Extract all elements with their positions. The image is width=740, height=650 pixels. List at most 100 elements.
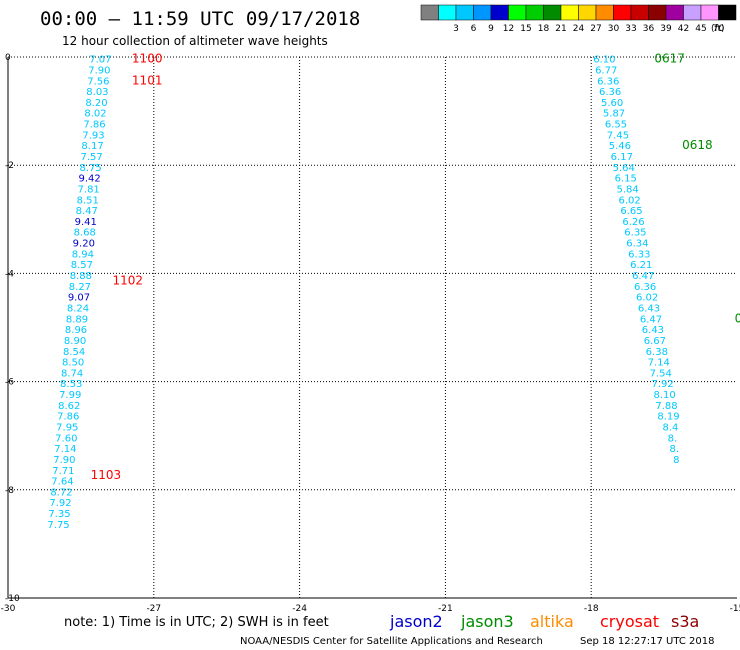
swh-value: 5.64 <box>613 163 635 174</box>
swh-value: 6.33 <box>628 249 650 260</box>
legend-label: 21 <box>555 24 566 34</box>
footer-note: note: 1) Time is in UTC; 2) SWH is in fe… <box>64 615 329 630</box>
swh-value: 6.15 <box>615 174 637 185</box>
legend-swatch <box>578 4 597 21</box>
legend-label: 3 <box>453 24 459 34</box>
legend-swatch <box>595 4 614 21</box>
swh-value: 8. <box>670 444 680 455</box>
plot-axes: 0 -2 -4 -6 -8 -10-30 -27 -24 -21 -18 -15 <box>1 53 740 614</box>
swh-value: 6.17 <box>611 152 633 163</box>
legend-swatch <box>473 4 492 21</box>
swh-value: 8.51 <box>77 195 99 206</box>
legend-label: 45 <box>695 24 706 34</box>
swh-value: 6.77 <box>595 65 617 76</box>
legend-swatch <box>543 4 562 21</box>
swh-value: 7.92 <box>652 379 674 390</box>
swh-value: 8.89 <box>66 314 88 325</box>
swh-value: 8.62 <box>58 401 80 412</box>
satellite-legend: jason2 jason3 altika cryosat s3a <box>389 612 699 631</box>
satellite-name: jason2 <box>389 612 443 631</box>
swh-value: 8.90 <box>64 336 86 347</box>
legend-label: 30 <box>608 24 620 34</box>
satellite-name: cryosat <box>600 612 659 631</box>
legend-label: 42 <box>678 24 689 34</box>
wave-height-points: 7.077.907.568.038.208.027.867.938.177.57… <box>47 55 679 531</box>
swh-value: 8.74 <box>61 368 83 379</box>
legend-label: 15 <box>520 24 531 34</box>
legend-swatch <box>508 4 527 21</box>
swh-value: 8.19 <box>657 412 679 423</box>
legend-swatch <box>613 4 632 21</box>
swh-value: 8.54 <box>63 347 85 358</box>
footer-credit: NOAA/NESDIS Center for Satellite Applica… <box>240 636 543 647</box>
y-tick-label: -8 <box>5 486 14 496</box>
legend-label: 39 <box>660 24 672 34</box>
pass-time-label: 0618 <box>682 138 713 152</box>
swh-value: 8.03 <box>86 87 108 98</box>
swh-value: 6.47 <box>640 314 662 325</box>
x-tick-label: -15 <box>730 604 740 614</box>
swh-value: 8.75 <box>79 163 101 174</box>
pass-time-label: 1100 <box>132 52 163 66</box>
swh-value: 8.68 <box>74 228 96 239</box>
legend-label: 27 <box>590 24 601 34</box>
swh-value: 5.87 <box>603 109 625 120</box>
swh-value: 8.88 <box>70 271 92 282</box>
swh-value: 6.65 <box>620 206 642 217</box>
swh-value: 7.93 <box>82 130 104 141</box>
swh-value: 7.88 <box>655 401 677 412</box>
swh-value: 9.07 <box>68 293 90 304</box>
swh-value: 7.95 <box>56 423 78 434</box>
swh-value: 8.27 <box>69 282 91 293</box>
pass-time-label: 1103 <box>91 468 122 482</box>
legend-label: 36 <box>643 24 655 34</box>
swh-value: 6.36 <box>597 76 619 87</box>
swh-value: 8.72 <box>50 487 72 498</box>
legend-label: 18 <box>538 24 550 34</box>
legend-label: 33 <box>625 24 636 34</box>
swh-value: 6.36 <box>634 282 656 293</box>
legend-swatch <box>420 4 439 21</box>
swh-value: 7.60 <box>55 433 77 444</box>
swh-value: 7.64 <box>51 477 73 488</box>
swh-value: 6.67 <box>644 336 666 347</box>
swh-value: 8.10 <box>653 390 675 401</box>
swh-value: 7.81 <box>78 184 100 195</box>
legend-label: 12 <box>503 24 514 34</box>
swh-value: 7.57 <box>80 152 102 163</box>
x-tick-label: -24 <box>292 604 307 614</box>
footer-timestamp: Sep 18 12:27:17 UTC 2018 <box>580 636 714 647</box>
swh-value: 8.20 <box>85 98 107 109</box>
swh-value: 6.35 <box>624 228 646 239</box>
satellite-name: jason3 <box>460 612 514 631</box>
swh-value: 7.86 <box>57 412 79 423</box>
legend-swatch <box>665 4 684 21</box>
swh-value: 7.14 <box>648 358 670 369</box>
swh-value: 7.71 <box>52 466 74 477</box>
x-tick-label: -18 <box>584 604 599 614</box>
swh-value: 8.17 <box>81 141 103 152</box>
swh-value: 5.84 <box>617 184 639 195</box>
swh-value: 7.90 <box>88 65 110 76</box>
legend-label: 70 <box>713 24 725 34</box>
swh-value: 7.75 <box>47 520 69 531</box>
legend-swatch <box>718 4 737 21</box>
swh-value: 8.02 <box>84 109 106 120</box>
swh-value: 8.94 <box>72 249 94 260</box>
swh-value: 8 <box>673 455 679 466</box>
swh-value: 7.45 <box>607 130 629 141</box>
swh-value: 8.53 <box>60 379 82 390</box>
swh-value: 6.38 <box>646 347 668 358</box>
swh-value: 7.92 <box>49 498 71 509</box>
swh-value: 6.43 <box>642 325 664 336</box>
legend-swatch <box>438 4 457 21</box>
legend-swatch <box>630 4 649 21</box>
y-tick-label: 0 <box>5 53 11 63</box>
x-tick-label: -21 <box>438 604 453 614</box>
x-tick-label: -30 <box>1 604 16 614</box>
swh-value: 8.24 <box>67 303 89 314</box>
y-tick-label: -6 <box>5 378 14 388</box>
swh-value: 6.02 <box>636 293 658 304</box>
swh-value: 8.47 <box>76 206 98 217</box>
legend-swatch <box>648 4 667 21</box>
